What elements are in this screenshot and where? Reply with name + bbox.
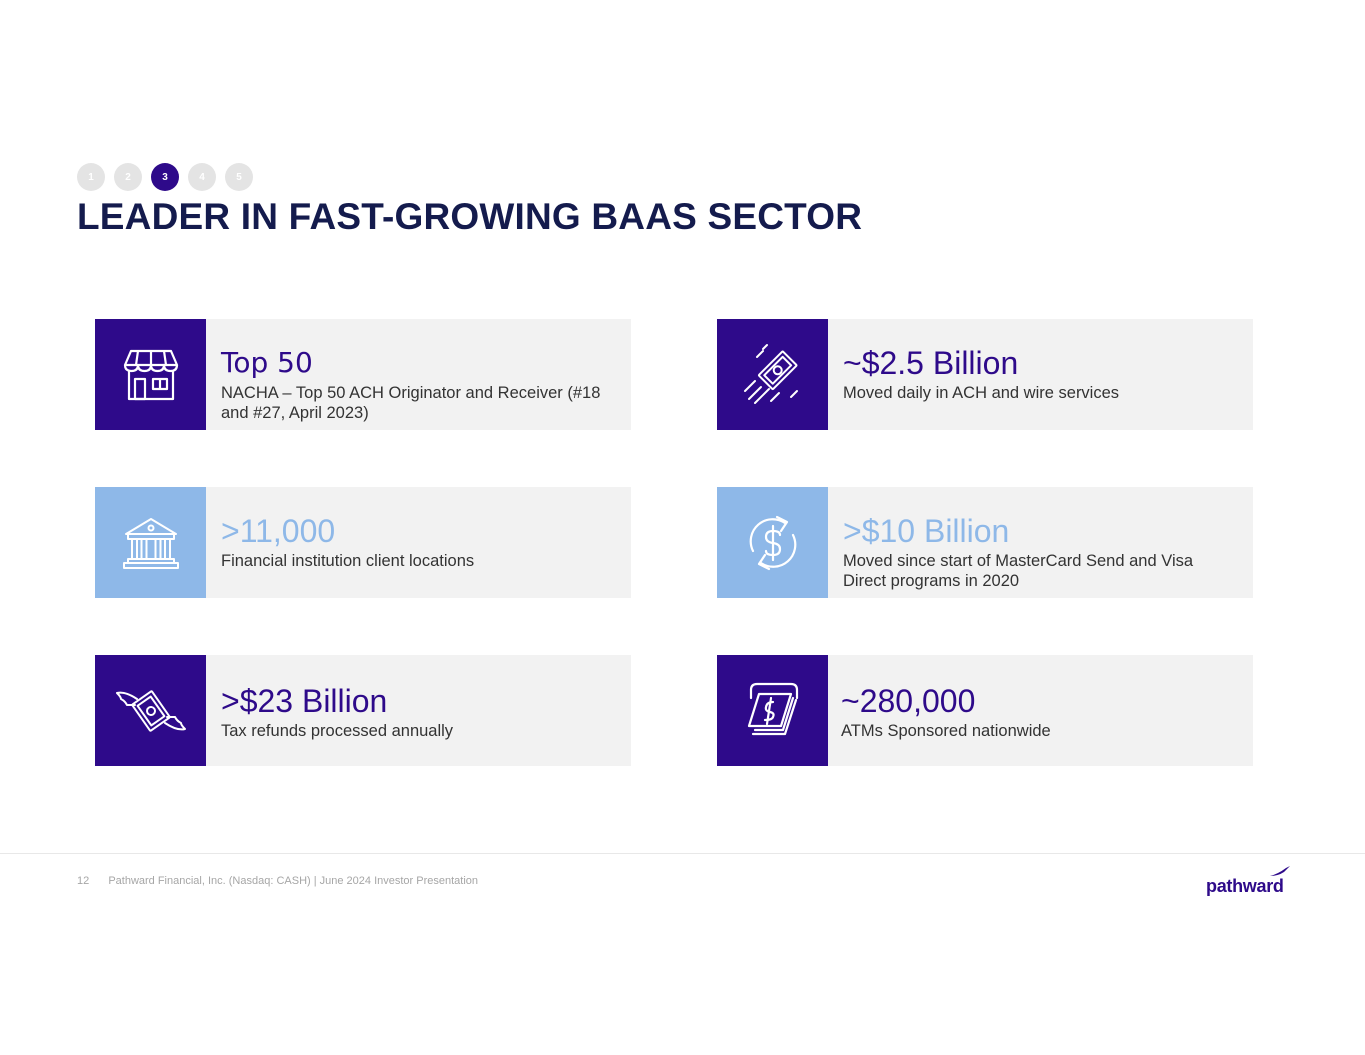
stat-description: Financial institution client locations [221, 552, 475, 570]
step-5[interactable]: 5 [225, 163, 253, 191]
stat-headline: ~$2.5 Billion [843, 345, 1019, 381]
stat-description: Moved daily in ACH and wire services [843, 384, 1120, 402]
logo-text: pathward [1206, 876, 1284, 896]
step-1[interactable]: 1 [77, 163, 105, 191]
icon-box [95, 655, 206, 766]
stat-card-card-programs: >$10 Billion Moved since start of Master… [717, 487, 1253, 598]
pathward-logo: pathward [1206, 866, 1292, 898]
icon-box [717, 655, 828, 766]
icon-box [95, 487, 206, 598]
stat-card-top-50: Top 50 NACHA – Top 50 ACH Originator and… [95, 319, 631, 430]
icon-box [717, 319, 828, 430]
step-2[interactable]: 2 [114, 163, 142, 191]
fast-money-icon [743, 343, 798, 404]
stat-description: ATMs Sponsored nationwide [841, 722, 1051, 740]
step-indicator: 1 2 3 4 5 [77, 163, 253, 191]
stat-card-client-locations: >11,000 Financial institution client loc… [95, 487, 631, 598]
footer-divider [0, 853, 1365, 854]
storefront-icon [123, 349, 178, 400]
footer: 12 Pathward Financial, Inc. (Nasdaq: CAS… [77, 875, 478, 887]
stat-headline: ~280,000 [841, 683, 976, 719]
stat-card-daily-volume: ~$2.5 Billion Moved daily in ACH and wir… [717, 319, 1253, 430]
stat-headline: Top 50 [221, 346, 313, 379]
stat-description: NACHA – Top 50 ACH Originator and Receiv… [221, 384, 601, 422]
icon-box [717, 487, 828, 598]
logo-swoosh-icon [1270, 866, 1290, 876]
bank-icon [122, 517, 179, 569]
flying-money-icon [115, 689, 186, 732]
stat-headline: >$23 Billion [221, 683, 388, 719]
stat-headline: >11,000 [221, 513, 336, 549]
footer-text: Pathward Financial, Inc. (Nasdaq: CASH) … [108, 875, 479, 887]
page-number: 12 [77, 875, 90, 887]
step-4[interactable]: 4 [188, 163, 216, 191]
stat-headline: >$10 Billion [843, 513, 1010, 549]
stat-description: Tax refunds processed annually [221, 722, 454, 740]
stat-description: Moved since start of MasterCard Send and… [843, 552, 1194, 590]
atm-cash-icon [747, 682, 798, 735]
stat-card-tax-refunds: >$23 Billion Tax refunds processed annua… [95, 655, 631, 766]
step-3-active[interactable]: 3 [151, 163, 179, 191]
page-title: LEADER IN FAST-GROWING BAAS SECTOR [77, 196, 863, 237]
money-cycle-icon [749, 515, 796, 570]
stat-card-atms: ~280,000 ATMs Sponsored nationwide [717, 655, 1253, 766]
icon-box [95, 319, 206, 430]
